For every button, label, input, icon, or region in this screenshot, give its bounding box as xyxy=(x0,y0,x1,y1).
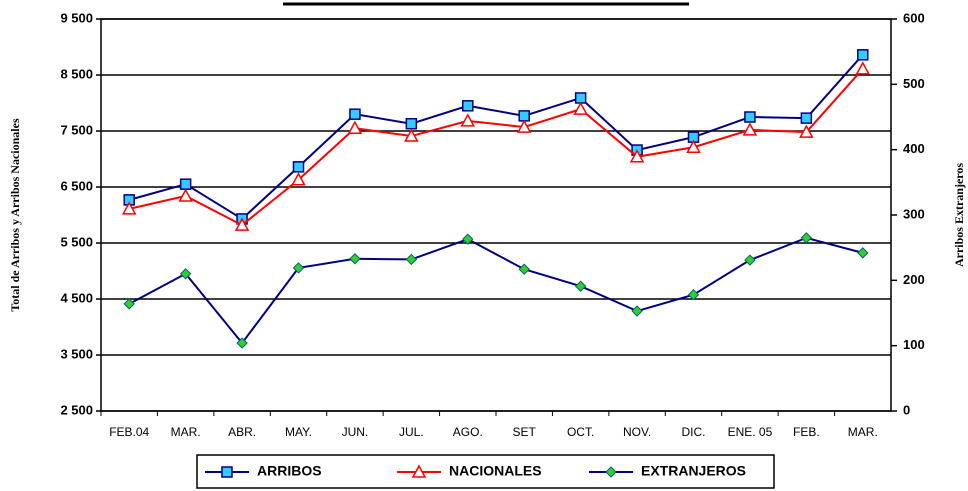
point xyxy=(349,108,361,120)
y2-tick-label: 300 xyxy=(903,206,925,221)
point xyxy=(462,233,474,245)
point xyxy=(631,305,643,317)
point xyxy=(405,253,418,266)
y-tick-label: 4 500 xyxy=(60,290,93,305)
y-tick-label: 5 500 xyxy=(60,234,93,249)
x-tick-label: AGO. xyxy=(453,425,483,439)
point xyxy=(742,122,758,136)
x-tick-label: DIC. xyxy=(682,425,706,439)
x-tick-label: NOV. xyxy=(623,425,651,439)
point xyxy=(799,124,814,138)
point xyxy=(291,172,306,186)
y2-tick-label: 600 xyxy=(903,10,925,25)
point xyxy=(347,120,363,134)
x-tick-label: FEB.04 xyxy=(109,425,149,439)
point xyxy=(462,100,474,112)
point xyxy=(349,253,361,265)
point xyxy=(292,262,305,274)
point xyxy=(574,280,587,292)
y-tick-label: 9 500 xyxy=(60,10,93,25)
point xyxy=(179,268,192,280)
y2-tick-label: 200 xyxy=(903,272,925,287)
x-tick-label: MAR. xyxy=(848,425,878,439)
x-tick-label: SET xyxy=(513,425,537,439)
x-tick-label: ENE. 05 xyxy=(728,425,773,439)
y2-tick-label: 500 xyxy=(903,76,925,91)
point xyxy=(574,92,587,104)
x-tick-label: JUL. xyxy=(399,425,424,439)
y2-axis-title: Arribos Extranjeros xyxy=(952,163,966,267)
x-tick-label: FEB. xyxy=(793,425,820,439)
point xyxy=(573,101,588,115)
point xyxy=(234,217,250,231)
legend-marker xyxy=(605,466,617,478)
point xyxy=(855,61,871,75)
point xyxy=(179,178,192,190)
x-tick-label: OCT. xyxy=(567,425,594,439)
point xyxy=(744,111,756,123)
y-tick-label: 2 500 xyxy=(60,402,93,417)
point xyxy=(178,188,193,202)
y-tick-label: 3 500 xyxy=(60,346,93,361)
x-tick-label: ABR. xyxy=(228,425,256,439)
legend-marker xyxy=(221,466,233,478)
x-tick-label: MAY. xyxy=(285,425,312,439)
y2-tick-label: 0 xyxy=(903,402,910,417)
legend-label: EXTRANJEROS xyxy=(641,463,746,479)
legend-marker xyxy=(411,464,427,478)
plot-frame xyxy=(100,18,892,412)
point xyxy=(236,337,248,349)
x-tick-label: JUN. xyxy=(342,425,369,439)
point xyxy=(405,117,418,130)
point xyxy=(292,161,305,173)
y-axis-title: Total de Arribos y Arribos Nacionales xyxy=(8,118,22,312)
y-tick-label: 7 500 xyxy=(60,122,93,137)
x-tick-label: MAR. xyxy=(171,425,201,439)
point xyxy=(123,298,135,310)
point xyxy=(404,128,419,142)
point xyxy=(518,110,530,122)
y2-tick-label: 400 xyxy=(903,141,925,156)
point xyxy=(800,112,813,124)
point xyxy=(516,119,532,133)
point xyxy=(121,201,137,215)
point xyxy=(518,263,530,275)
y-tick-label: 6 500 xyxy=(60,178,93,193)
legend-label: NACIONALES xyxy=(449,463,542,479)
point xyxy=(687,288,700,301)
point xyxy=(629,149,645,163)
series-line xyxy=(128,68,864,227)
point xyxy=(686,139,701,153)
point xyxy=(744,254,756,266)
legend xyxy=(196,454,775,489)
point xyxy=(800,232,813,244)
y2-tick-label: 100 xyxy=(903,337,925,352)
point xyxy=(460,113,476,127)
y-tick-label: 8 500 xyxy=(60,66,93,81)
series-line xyxy=(128,54,864,221)
point xyxy=(857,247,869,259)
point xyxy=(857,49,869,61)
legend-label: ARRIBOS xyxy=(257,463,322,479)
series-line xyxy=(128,236,864,345)
